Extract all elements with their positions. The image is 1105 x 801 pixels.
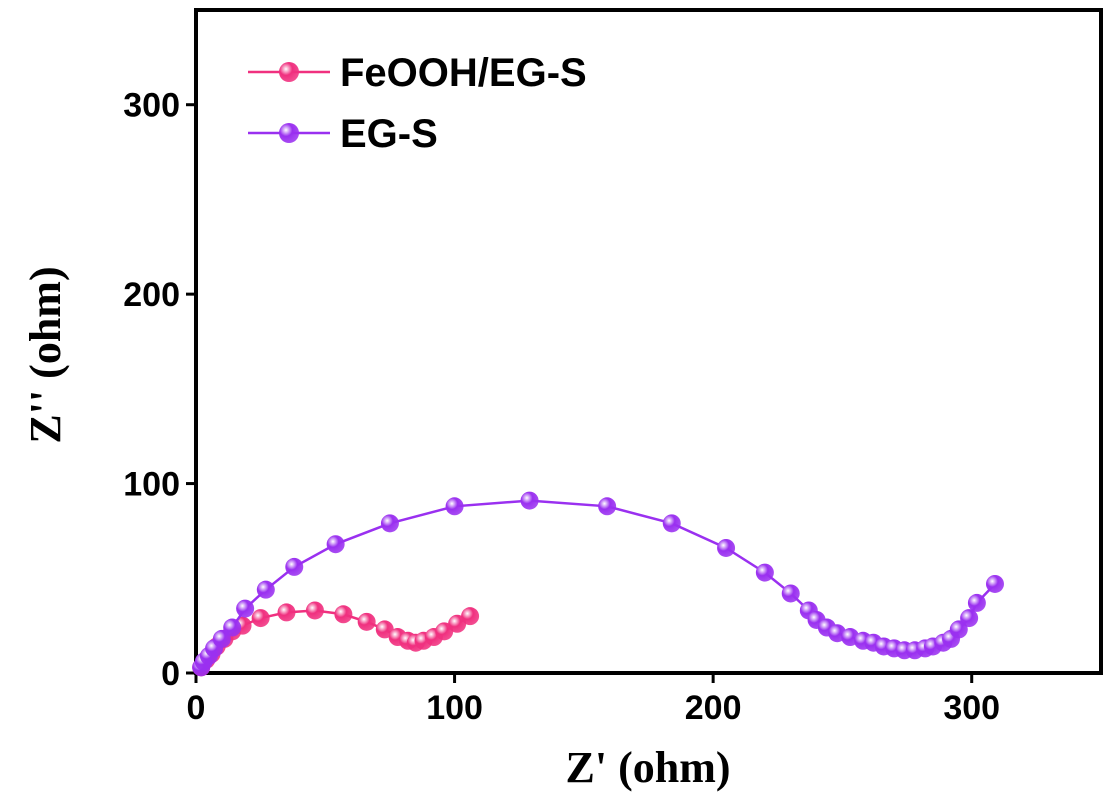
x-tick-label: 200 — [685, 689, 742, 727]
y-axis-title: Z'' (ohm) — [21, 266, 70, 443]
data-point — [256, 580, 275, 599]
legend-marker — [279, 62, 299, 82]
data-point — [755, 563, 774, 582]
data-point — [251, 609, 270, 628]
data-point — [223, 618, 242, 637]
data-point — [445, 497, 464, 516]
legend-marker — [279, 123, 299, 143]
data-point — [285, 557, 304, 576]
data-point — [461, 607, 480, 626]
data-point — [949, 620, 968, 639]
y-tick-label: 0 — [161, 655, 180, 693]
data-point — [334, 605, 353, 624]
data-point — [380, 514, 399, 533]
data-point — [236, 599, 255, 618]
plot-frame — [194, 8, 1103, 675]
x-tick-label: 300 — [943, 689, 1000, 727]
data-point — [598, 497, 617, 516]
data-point — [960, 609, 979, 628]
y-tick-label: 300 — [123, 87, 180, 125]
data-point — [357, 612, 376, 631]
data-point — [305, 601, 324, 620]
data-point — [277, 603, 296, 622]
x-axis-title: Z' (ohm) — [566, 743, 731, 792]
data-point — [326, 535, 345, 554]
data-point — [985, 574, 1004, 593]
data-point — [967, 593, 986, 612]
y-tick-label: 100 — [123, 466, 180, 504]
legend-label: EG-S — [340, 112, 438, 156]
y-tick-label: 200 — [123, 276, 180, 314]
x-tick-label: 0 — [187, 689, 206, 727]
data-point — [520, 491, 539, 510]
data-point — [212, 629, 231, 648]
data-point — [662, 514, 681, 533]
x-tick-label: 100 — [426, 689, 483, 727]
data-point — [781, 584, 800, 603]
legend-label: FeOOH/EG-S — [340, 51, 587, 95]
data-point — [717, 538, 736, 557]
